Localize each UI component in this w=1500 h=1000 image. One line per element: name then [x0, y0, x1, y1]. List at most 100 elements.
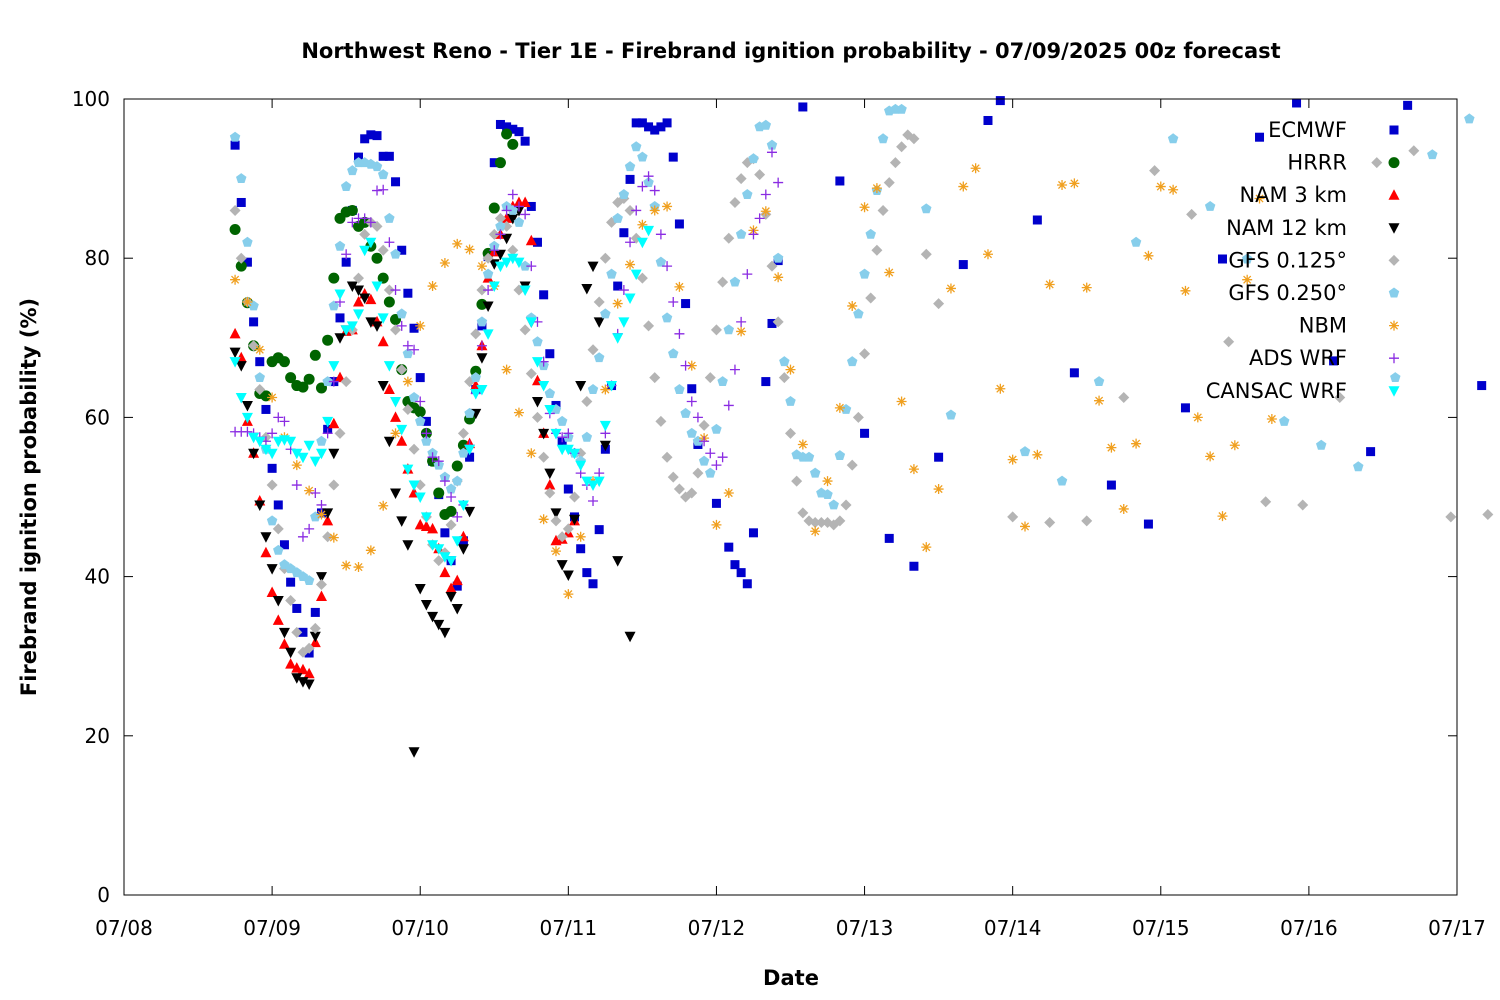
data-point [242, 426, 253, 437]
data-point [439, 257, 450, 268]
data-point [377, 335, 389, 347]
data-point [420, 512, 432, 523]
data-point [334, 240, 346, 251]
legend-label: NBM [1299, 314, 1347, 338]
data-point [402, 348, 414, 359]
data-point [1180, 285, 1191, 296]
data-point [414, 492, 426, 503]
data-point [365, 545, 376, 556]
data-point [266, 448, 278, 460]
data-point [668, 296, 679, 307]
data-point [704, 372, 716, 384]
data-point [797, 439, 808, 450]
data-point [531, 357, 543, 368]
data-point [705, 448, 716, 459]
legend-marker [1389, 353, 1399, 364]
data-point [557, 432, 568, 443]
data-point [575, 531, 586, 542]
data-point [297, 381, 309, 393]
data-point [229, 131, 241, 142]
data-point [371, 281, 383, 293]
data-point [513, 257, 525, 269]
data-point [1131, 438, 1142, 449]
data-point [371, 252, 383, 264]
data-point [723, 324, 735, 335]
data-point [242, 296, 253, 307]
data-point [760, 206, 771, 217]
data-point [372, 185, 383, 196]
data-point [853, 308, 864, 319]
data-point [1477, 381, 1487, 391]
data-point [618, 285, 629, 296]
data-point [1371, 157, 1383, 169]
data-point [649, 372, 661, 384]
data-point [266, 515, 278, 526]
data-point [310, 488, 321, 499]
data-point [945, 409, 957, 420]
data-point [785, 395, 796, 406]
data-point [674, 384, 685, 394]
data-point [606, 381, 618, 392]
data-point [260, 532, 272, 543]
data-point [353, 285, 365, 297]
data-point [495, 119, 505, 129]
data-point [736, 316, 747, 327]
data-point [636, 237, 648, 249]
data-point [896, 396, 907, 407]
data-point [575, 460, 587, 472]
data-point [643, 225, 655, 237]
data-point [846, 459, 858, 471]
data-point [637, 151, 648, 162]
data-point [513, 201, 524, 212]
data-point [248, 432, 260, 444]
data-point [803, 451, 815, 462]
data-point [439, 627, 451, 639]
data-point [495, 229, 506, 240]
data-point [353, 272, 365, 284]
data-point [464, 407, 475, 418]
legend-label: CANSAC WRF [1206, 379, 1347, 403]
data-point [1007, 511, 1019, 523]
data-point [266, 479, 278, 491]
data-point [495, 220, 506, 231]
data-point [445, 505, 457, 517]
data-point [285, 647, 297, 659]
data-point [303, 679, 315, 691]
data-point [625, 237, 636, 248]
data-point [229, 347, 241, 359]
data-point [397, 245, 407, 255]
data-point [809, 516, 821, 528]
data-point [889, 157, 901, 169]
data-point [261, 404, 271, 414]
data-point [230, 274, 241, 285]
data-point [378, 500, 389, 511]
data-point [408, 747, 420, 758]
data-point [267, 392, 278, 403]
data-point [717, 452, 728, 463]
data-point [883, 177, 895, 189]
data-point [396, 435, 408, 446]
data-point [624, 293, 636, 304]
data-point [563, 428, 574, 439]
data-point [624, 161, 636, 172]
data-point [1180, 403, 1190, 413]
data-point [501, 257, 513, 269]
data-point [328, 272, 340, 284]
data-point [772, 252, 784, 263]
data-point [834, 450, 846, 461]
data-point [1254, 193, 1265, 204]
data-point [550, 508, 562, 519]
data-point [514, 127, 524, 137]
data-point [383, 284, 395, 296]
data-point [711, 498, 721, 508]
data-point [266, 586, 278, 598]
data-point [408, 480, 420, 492]
data-point [711, 519, 722, 530]
data-point [1329, 356, 1339, 366]
y-tick-label: 40 [85, 565, 110, 589]
data-point [310, 607, 320, 617]
data-point [303, 440, 315, 452]
data-point [297, 531, 308, 542]
data-point [754, 169, 766, 181]
